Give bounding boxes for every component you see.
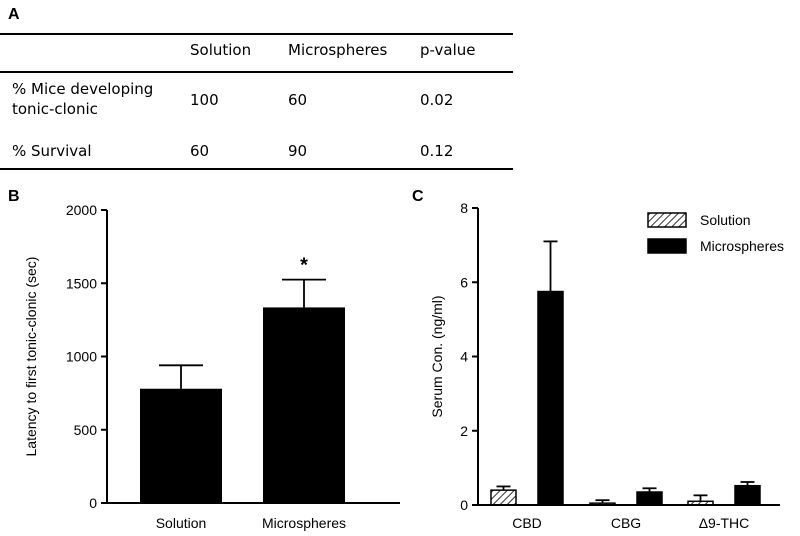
table-cell: 0.12 bbox=[420, 142, 454, 160]
y-tick-label: 6 bbox=[460, 274, 468, 290]
table-top-rule bbox=[0, 33, 513, 35]
panel-c-label: C bbox=[412, 188, 424, 205]
table-header-p-value: p-value bbox=[420, 41, 476, 59]
y-tick-label: 2 bbox=[460, 423, 468, 439]
table-cell: 100 bbox=[190, 91, 219, 109]
table-header-solution: Solution bbox=[190, 41, 252, 59]
legend-label: Solution bbox=[700, 212, 751, 228]
table-cell: 90 bbox=[288, 142, 308, 160]
legend-label: Microspheres bbox=[700, 238, 784, 254]
table-header-rule bbox=[0, 71, 513, 73]
bar bbox=[537, 290, 564, 506]
bar bbox=[490, 489, 517, 506]
y-tick-label: 4 bbox=[460, 349, 468, 365]
table-row-label: % Mice developing tonic-clonic bbox=[12, 80, 154, 118]
table-header-microspheres: Microspheres bbox=[288, 41, 388, 59]
table-bottom-rule bbox=[0, 168, 513, 170]
legend-swatch bbox=[647, 238, 687, 254]
table-cell: 0.02 bbox=[420, 91, 454, 109]
serum-concentration-bar-chart: CBD CBG Δ9-THC 0 2 4 6 8 Serum Con. (ng/ml) Solut… bbox=[429, 200, 784, 531]
legend-swatch bbox=[647, 212, 687, 228]
y-tick-label: 1000 bbox=[66, 349, 97, 365]
y-tick-label: 8 bbox=[460, 200, 468, 216]
y-tick-label: 500 bbox=[74, 422, 98, 438]
bar bbox=[263, 307, 345, 503]
x-tick-label: Δ9-THC bbox=[699, 515, 750, 531]
bar bbox=[140, 388, 222, 503]
y-axis-label: Latency to first tonic-clonic (sec) bbox=[23, 257, 39, 457]
table-cell: 60 bbox=[288, 91, 308, 109]
significance-asterisk: * bbox=[300, 255, 308, 277]
y-tick-label: 1500 bbox=[66, 275, 97, 291]
x-tick-label: CBD bbox=[512, 515, 542, 531]
x-tick-label: Solution bbox=[156, 515, 207, 531]
y-tick-label: 2000 bbox=[66, 202, 97, 218]
panel-b-label: B bbox=[8, 188, 20, 205]
bar bbox=[636, 491, 663, 506]
x-tick-label: Microspheres bbox=[262, 515, 346, 531]
latency-bar-chart: Solution Microspheres 0 500 1000 1500 2000 Late… bbox=[23, 202, 400, 531]
y-tick-label: 0 bbox=[460, 497, 468, 513]
x-tick-label: CBG bbox=[611, 515, 641, 531]
table-row-label: % Survival bbox=[12, 142, 92, 160]
panel-a-label: A bbox=[8, 6, 20, 23]
y-tick-label: 0 bbox=[89, 495, 97, 511]
table-cell: 60 bbox=[190, 142, 210, 160]
bar bbox=[734, 484, 761, 506]
y-axis-label: Serum Con. (ng/ml) bbox=[429, 295, 445, 417]
